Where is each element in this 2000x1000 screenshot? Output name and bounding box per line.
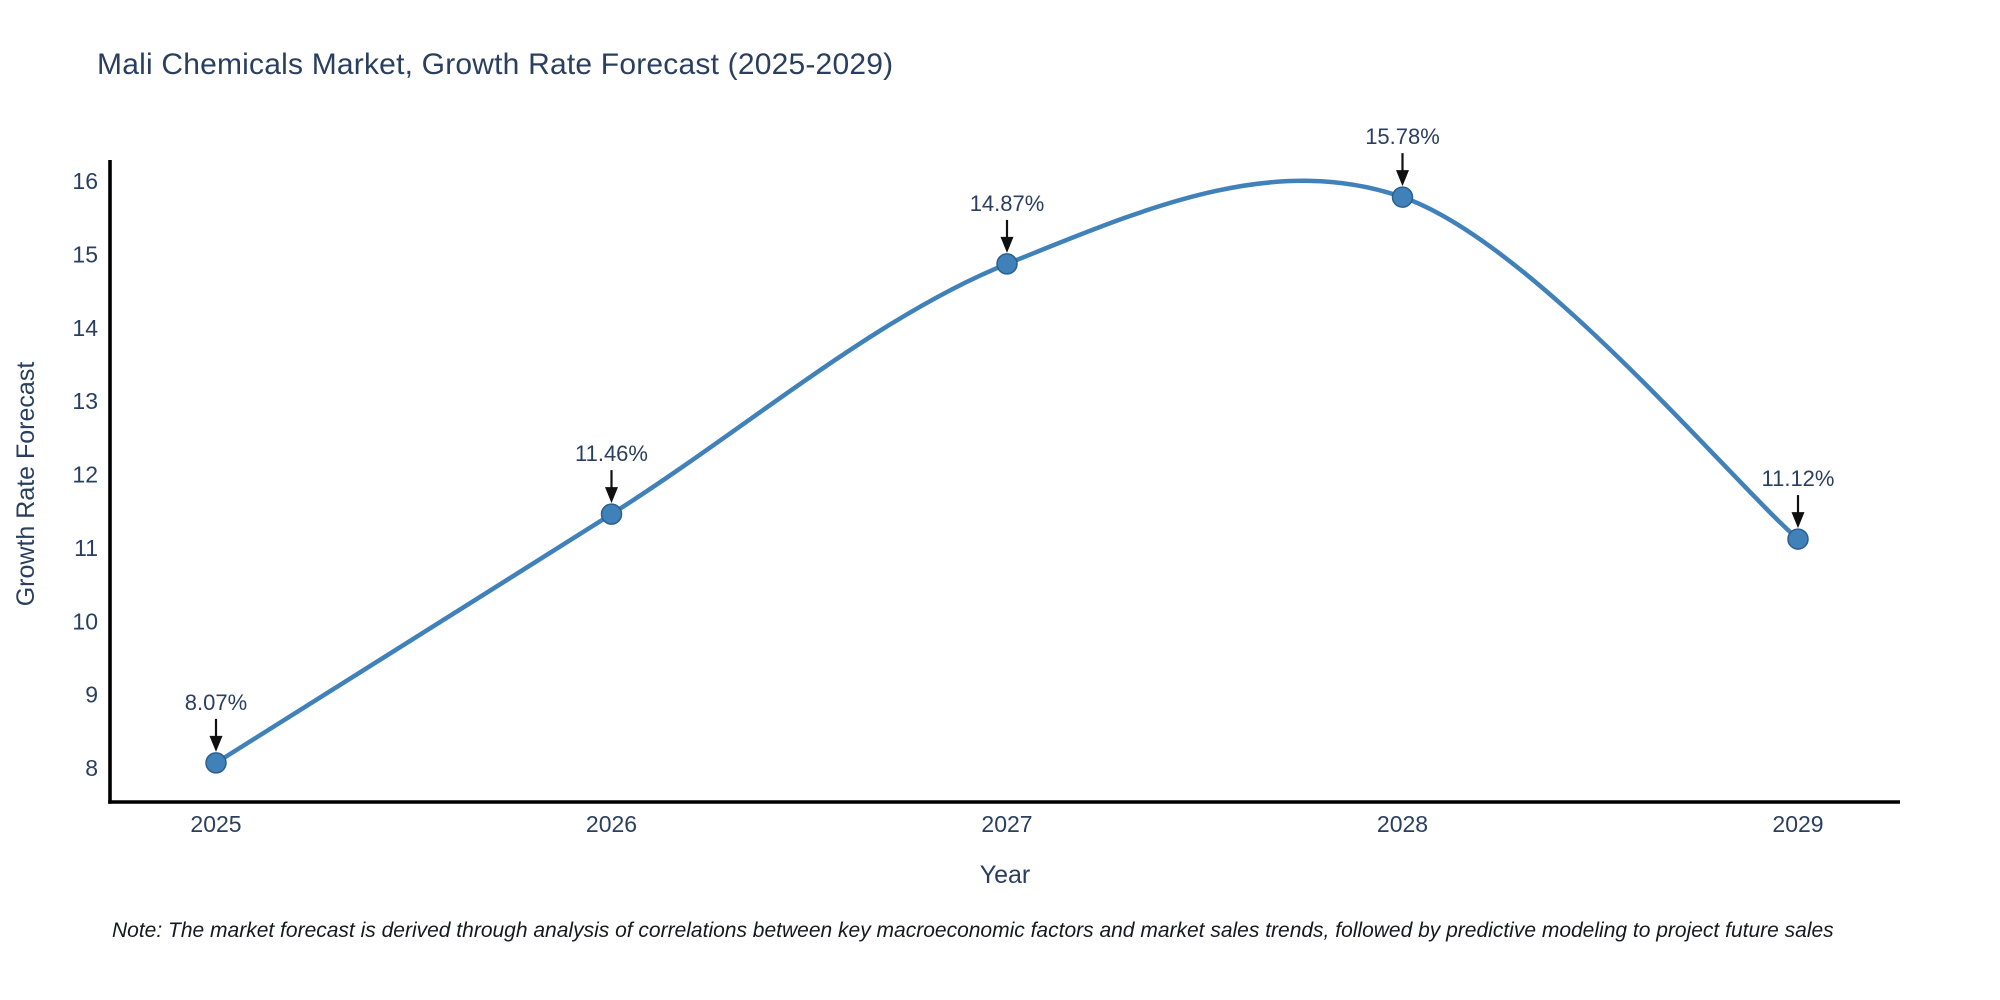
x-tick-label: 2027 xyxy=(981,811,1032,837)
y-tick-label: 16 xyxy=(72,168,98,194)
x-tick-label: 2026 xyxy=(586,811,637,837)
annotation-label: 14.87% xyxy=(970,191,1045,216)
y-tick-label: 8 xyxy=(85,755,98,781)
y-tick-label: 15 xyxy=(72,241,98,267)
data-point-marker xyxy=(1787,528,1809,550)
data-point-marker xyxy=(600,503,623,525)
annotation-label: 11.46% xyxy=(575,441,648,466)
annotation-arrowhead xyxy=(1000,236,1014,253)
annotation-arrowhead xyxy=(1791,512,1805,529)
data-point-marker xyxy=(996,253,1018,275)
annotation-label: 15.78% xyxy=(1365,124,1440,149)
chart-content: 8 9 10 11 12 13 14 15 16 2025 2026 2027 2028 2029 8.07… xyxy=(72,124,1834,837)
y-tick-label: 14 xyxy=(72,315,98,341)
y-tick-label: 10 xyxy=(72,608,98,634)
annotation-label: 8.07% xyxy=(185,690,247,715)
x-tick-label: 2025 xyxy=(190,811,241,837)
data-point-marker xyxy=(205,752,227,774)
y-axis-title: Growth Rate Forecast xyxy=(12,362,40,607)
y-tick-label: 11 xyxy=(74,535,98,561)
x-tick-label: 2029 xyxy=(1772,811,1823,837)
footnote: Note: The market forecast is derived thr… xyxy=(112,919,1834,942)
y-tick-label: 13 xyxy=(72,388,98,414)
x-axis-title: Year xyxy=(980,861,1031,889)
annotation-arrowhead xyxy=(605,487,618,504)
annotation-arrowhead xyxy=(209,735,223,752)
data-point-marker xyxy=(1391,186,1414,208)
annotation-arrowhead xyxy=(1396,170,1409,187)
y-tick-label: 9 xyxy=(85,682,98,708)
y-tick-label: 12 xyxy=(72,462,98,488)
x-tick-label: 2028 xyxy=(1377,811,1428,837)
annotation-label: 11.12% xyxy=(1762,466,1835,491)
chart-title: Mali Chemicals Market, Growth Rate Forec… xyxy=(97,48,894,81)
